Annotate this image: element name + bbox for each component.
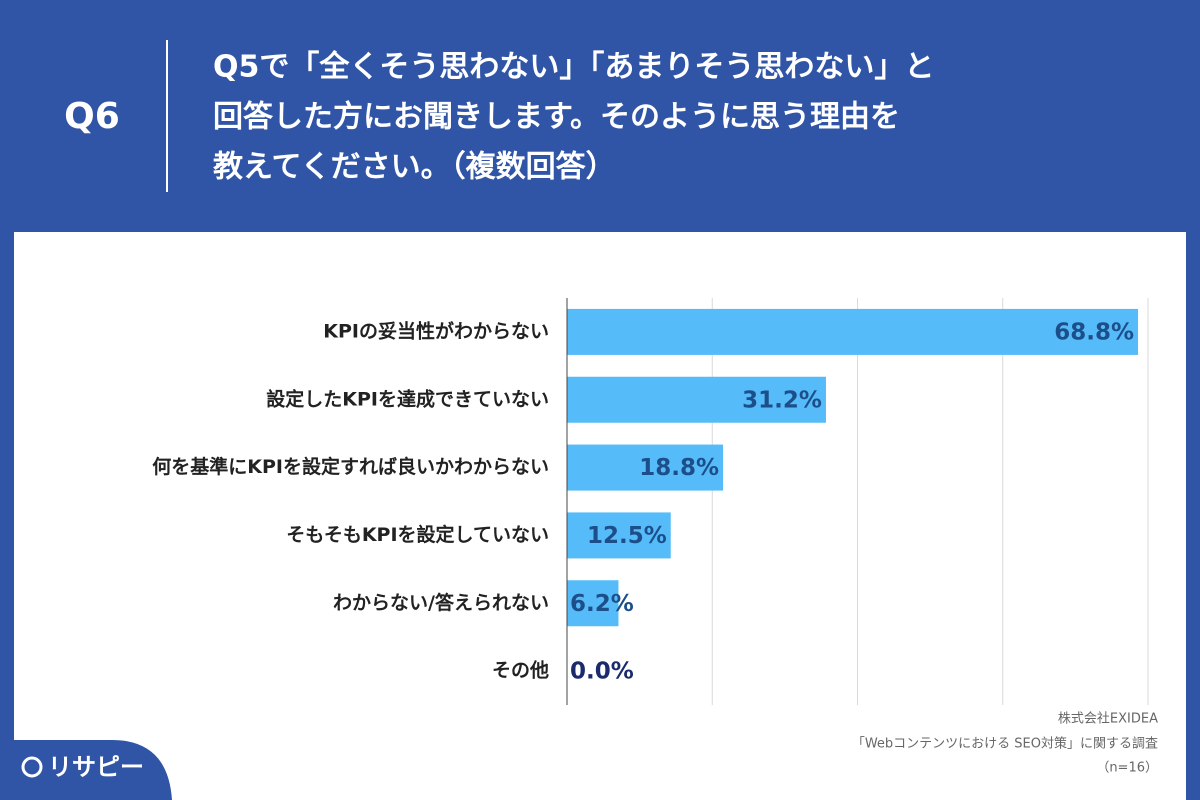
logo: リサピー — [48, 753, 144, 781]
value-label: 68.8% — [1054, 319, 1134, 345]
category-label: KPIの妥当性がわからない — [323, 319, 549, 342]
question-label: Q6 — [64, 96, 120, 137]
bar — [567, 308, 1139, 355]
category-label: そもそもKPIを設定していない — [286, 523, 549, 546]
value-label: 31.2% — [742, 387, 822, 413]
title-line: 回答した方にお聞きします。そのように思う理由を — [213, 100, 900, 135]
bar — [567, 444, 724, 491]
category-label: 何を基準にKPIを設定すれば良いかわからない — [152, 455, 549, 478]
bar — [567, 512, 671, 559]
source: 「Webコンテンツにおける SEO対策」に関する調査 — [852, 736, 1158, 752]
bar — [567, 580, 619, 627]
source: （n=16） — [1096, 761, 1158, 776]
category-label: わからない/答えられない — [333, 591, 549, 614]
source: 株式会社EXIDEA — [1058, 711, 1158, 727]
logo-badge — [0, 740, 172, 800]
category-label: 設定したKPIを達成できていない — [266, 387, 549, 410]
chart: KPIの妥当性がわからない 68.8% 設定したKPIを達成できていない 31.2% 何… — [152, 298, 1149, 705]
value-label: 12.5% — [587, 523, 667, 549]
bar — [567, 376, 826, 423]
value-label: 18.8% — [639, 455, 719, 481]
value-label: 0.0% — [570, 659, 634, 685]
category-label: その他 — [492, 659, 549, 682]
title-line: 教えてください。（複数回答） — [213, 150, 616, 185]
value-label: 6.2% — [570, 591, 634, 617]
logo-icon — [21, 756, 43, 778]
title-line: Q5で「全くそう思わない」「あまりそう思わない」と — [213, 50, 934, 85]
